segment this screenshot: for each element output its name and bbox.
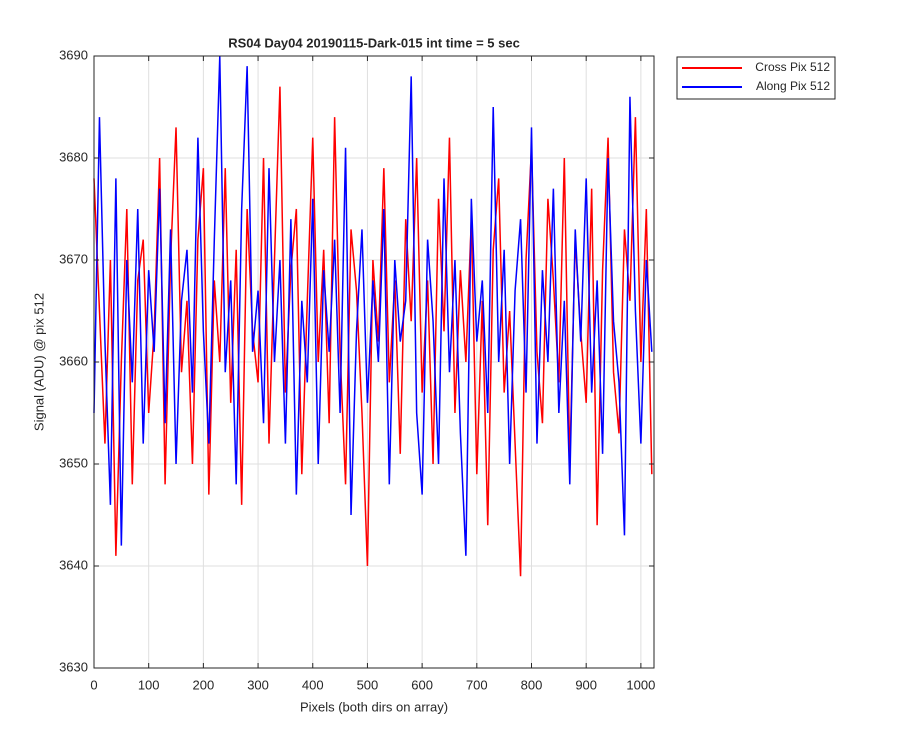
y-axis-label: Signal (ADU) @ pix 512 xyxy=(31,293,46,431)
series-line xyxy=(93,55,653,556)
x-tick-label: 700 xyxy=(466,677,488,692)
y-tick-label: 3650 xyxy=(59,455,88,470)
ticks: 3630 3640 3650 3660 3670 3680 3690 0 100 200 300 40… xyxy=(59,47,655,692)
x-tick-label: 100 xyxy=(138,677,160,692)
x-tick-label: 800 xyxy=(521,677,543,692)
x-tick-label: 400 xyxy=(302,677,324,692)
x-tick-label: 0 xyxy=(90,677,97,692)
y-tick-label: 3660 xyxy=(59,353,88,368)
x-tick-label: 200 xyxy=(193,677,215,692)
data xyxy=(93,55,653,577)
chart-title: RS04 Day04 20190115-Dark-015 int time = … xyxy=(228,35,520,50)
legend-label: Along Pix 512 xyxy=(756,79,830,93)
x-tick-label: 300 xyxy=(247,677,269,692)
x-tick-label: 1000 xyxy=(626,677,655,692)
legend-box xyxy=(676,56,836,100)
x-tick-label: 500 xyxy=(357,677,379,692)
y-tick-label: 3640 xyxy=(59,557,88,572)
x-axis-label: Pixels (both dirs on array) xyxy=(300,699,448,714)
legend: Cross Pix 512 Along Pix 512 xyxy=(676,56,836,100)
y-tick-label: 3680 xyxy=(59,149,88,164)
y-tick-label: 3670 xyxy=(59,251,88,266)
y-tick-label: 3630 xyxy=(59,659,88,674)
x-tick-label: 900 xyxy=(575,677,597,692)
y-tick-label: 3690 xyxy=(59,47,88,62)
x-tick-label: 600 xyxy=(411,677,433,692)
legend-label: Cross Pix 512 xyxy=(755,60,830,74)
